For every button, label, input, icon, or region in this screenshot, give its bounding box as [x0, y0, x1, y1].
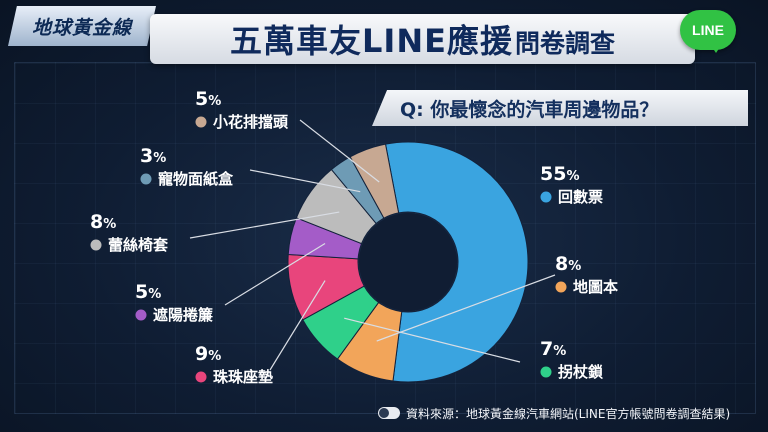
slice-label-0: 回數票: [558, 188, 603, 206]
legend-dot-3: [195, 371, 207, 383]
line-badge-text: LINE: [692, 22, 724, 38]
source-text: 資料來源：地球黃金線汽車網站(LINE官方帳號問卷調查結果): [406, 406, 731, 421]
slice-label-5: 蕾絲椅套: [108, 236, 169, 254]
channel-logo: 地球黃金線: [8, 6, 156, 46]
slice-label-4: 遮陽捲簾: [153, 306, 213, 324]
source-footer: 資料來源：地球黃金線汽車網站(LINE官方帳號問卷調查結果): [378, 402, 730, 424]
title-sub: 問卷調查: [514, 29, 615, 58]
legend-dot-2: [540, 366, 552, 378]
line-chat-icon: LINE: [680, 10, 736, 53]
slice-percent-5: 8%: [90, 211, 116, 233]
slice-label-7: 小花排擋頭: [213, 113, 289, 131]
legend-dot-0: [540, 191, 552, 203]
slice-label-2: 拐杖鎖: [558, 363, 604, 381]
slice-percent-2: 7%: [540, 338, 566, 360]
donut-slice-7: [349, 143, 400, 219]
donut-hole: [359, 213, 457, 311]
slice-percent-6: 3%: [140, 145, 166, 167]
legend-dot-1: [555, 281, 567, 293]
leader-line-6: [249, 169, 361, 193]
legend-dot-5: [90, 239, 102, 251]
slice-percent-7: 5%: [195, 88, 221, 110]
slice-label-1: 地圖本: [573, 278, 618, 296]
logo-text: 地球黃金線: [31, 16, 132, 39]
slice-label-6: 寵物面紙盒: [158, 170, 234, 188]
leader-line-5: [189, 211, 340, 239]
legend-dot-6: [140, 173, 152, 185]
slice-percent-3: 9%: [195, 343, 221, 365]
title-banner: 五萬車友LINE應援 問卷調查: [150, 14, 695, 64]
slice-label-3: 珠珠座墊: [213, 368, 273, 386]
leader-line-2: [344, 317, 521, 363]
slice-percent-0: 55%: [540, 163, 579, 185]
leader-line-4: [224, 242, 326, 306]
question-banner: Q: 你最懷念的汽車周邊物品？: [372, 90, 748, 126]
legend-dot-4: [135, 309, 147, 321]
toggle-icon: [378, 407, 400, 419]
leader-line-1: [376, 274, 556, 342]
title-main: 五萬車友LINE應援: [230, 22, 513, 60]
slice-percent-4: 5%: [135, 281, 161, 303]
legend-dot-7: [195, 116, 207, 128]
leader-line-7: [299, 119, 380, 183]
slice-percent-1: 8%: [555, 253, 581, 275]
leader-line-3: [269, 280, 326, 371]
donut-slice-0: [384, 141, 529, 383]
